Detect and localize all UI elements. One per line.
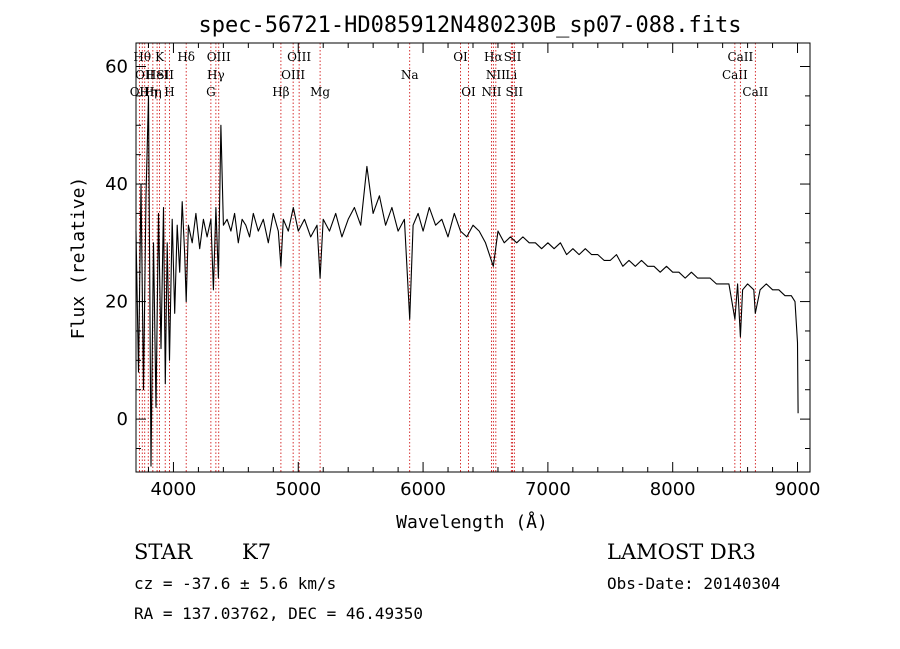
- line-label-23: Li: [505, 68, 517, 82]
- line-label-24: SII: [504, 50, 522, 64]
- axis-ticks: 4000 5000 6000 7000 8000 9000 0 20 40 60: [105, 43, 820, 500]
- line-label-17: Na: [401, 68, 419, 82]
- x-tick-label: 8000: [650, 479, 696, 500]
- y-tick-label: 20: [105, 292, 128, 313]
- coordinates: RA = 137.03762, DEC = 46.49350: [134, 604, 423, 623]
- line-label-5: HeI: [146, 68, 169, 82]
- line-label-16: Mg: [310, 85, 330, 99]
- x-tick-label: 5000: [275, 479, 321, 500]
- line-label-21: Hα: [484, 50, 503, 64]
- object-class: STAR: [134, 540, 193, 564]
- spectrum-series: [135, 95, 799, 467]
- y-tick-label: 0: [117, 409, 128, 430]
- plot-frame: [135, 42, 811, 473]
- x-tick-label: 6000: [400, 479, 446, 500]
- line-label-25: SII: [505, 85, 523, 99]
- obs-date: Obs-Date: 20140304: [607, 574, 780, 593]
- line-label-11: Hγ: [207, 68, 225, 82]
- line-label-18: OI: [453, 50, 468, 64]
- line-label-15: OIII: [287, 50, 311, 64]
- line-label-28: CaII: [742, 85, 768, 99]
- spectral-line-markers: OIIHθOIIHηHηHeIKSIIHHδGHγOIIIHβOIIIOIIIM…: [130, 43, 768, 472]
- redshift-cz: cz = -37.6 ± 5.6 km/s: [134, 574, 336, 593]
- line-label-2: OII: [135, 68, 155, 82]
- plot-border: [135, 42, 811, 473]
- line-label-14: OIII: [281, 68, 305, 82]
- y-axis-label: Flux (relative): [68, 177, 89, 340]
- line-label-10: G: [206, 85, 216, 99]
- line-label-8: H: [164, 85, 174, 99]
- y-tick-label: 60: [105, 57, 128, 78]
- line-label-12: OIII: [207, 50, 231, 64]
- line-label-6: K: [155, 50, 165, 64]
- series-line-0: [135, 95, 799, 467]
- x-axis-label: Wavelength (Å): [396, 511, 548, 533]
- line-label-27: CaII: [727, 50, 753, 64]
- y-tick-label: 40: [105, 174, 128, 195]
- survey-name: LAMOST DR3: [607, 540, 756, 564]
- line-label-1: Hθ: [133, 50, 151, 64]
- line-label-9: Hδ: [177, 50, 195, 64]
- chart-title: spec-56721-HD085912N480230B_sp07-088.fit…: [198, 13, 741, 38]
- object-subclass: K7: [242, 540, 271, 564]
- line-label-7: SII: [156, 68, 174, 82]
- line-label-26: CaII: [722, 68, 748, 82]
- line-label-22: NII: [486, 68, 506, 82]
- x-tick-label: 4000: [151, 479, 197, 500]
- line-label-19: OI: [461, 85, 476, 99]
- line-label-20: NII: [481, 85, 501, 99]
- line-label-4: Hη: [144, 85, 162, 99]
- x-tick-label: 7000: [525, 479, 571, 500]
- line-label-13: Hβ: [272, 85, 289, 99]
- x-tick-label: 9000: [775, 479, 821, 500]
